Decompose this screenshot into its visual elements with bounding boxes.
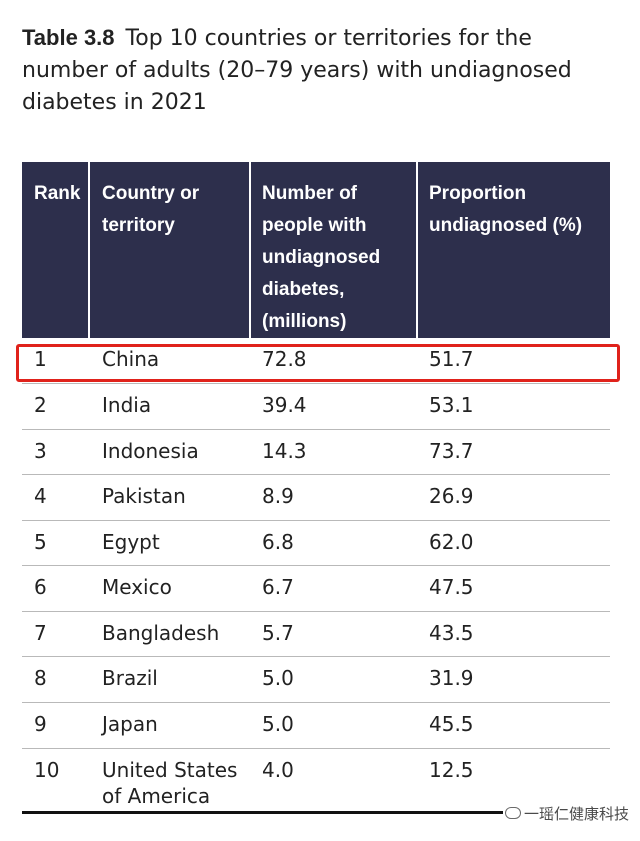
table-row: 7 Bangladesh 5.7 43.5 [22,612,610,657]
cell-proportion: 45.5 [429,712,474,736]
table-label: Table 3.8 [22,25,115,50]
cell-number: 8.9 [262,484,294,508]
cell-proportion: 47.5 [429,575,474,599]
table-row: 9 Japan 5.0 45.5 [22,703,610,749]
highlight-box [16,344,620,382]
cell-rank: 2 [34,393,47,417]
table-caption: Table 3.8 Top 10 countries or territorie… [22,22,622,119]
table-row: 5 Egypt 6.8 62.0 [22,521,610,566]
cell-rank: 4 [34,484,47,508]
cell-proportion: 53.1 [429,393,474,417]
table-header: Rank Country or territory Number of peop… [22,162,610,338]
header-divider [249,162,251,338]
table-title: Top 10 countries or territories for the … [22,26,572,115]
cell-rank: 10 [34,758,60,782]
cell-number: 6.7 [262,575,294,599]
cell-country: Mexico [102,575,172,599]
cell-number: 72.8 [262,347,307,371]
cell-country: United States of America [102,758,238,808]
watermark: 一瑶仁健康科技 [503,802,632,824]
cell-number: 14.3 [262,439,307,463]
cell-rank: 6 [34,575,47,599]
header-country: Country or territory [102,183,200,236]
table-row: 6 Mexico 6.7 47.5 [22,566,610,612]
cell-country: Bangladesh [102,621,220,645]
cell-proportion: 62.0 [429,530,474,554]
table-bottom-rule [22,811,610,814]
cell-rank: 7 [34,621,47,645]
cell-proportion: 31.9 [429,666,474,690]
cell-country: Japan [102,712,158,736]
table-row: 3 Indonesia 14.3 73.7 [22,430,610,475]
cell-rank: 9 [34,712,47,736]
cell-proportion: 51.7 [429,347,474,371]
table-row: 1 China 72.8 51.7 [22,338,610,384]
cell-proportion: 43.5 [429,621,474,645]
cell-country: Egypt [102,530,160,554]
cell-proportion: 12.5 [429,758,474,782]
cell-country: India [102,393,152,417]
watermark-text: 一瑶仁健康科技 [524,804,630,823]
cell-number: 5.0 [262,712,294,736]
cell-rank: 1 [34,347,47,371]
cell-number: 4.0 [262,758,294,782]
cell-rank: 3 [34,439,47,463]
cell-country: China [102,347,160,371]
cell-number: 5.0 [262,666,294,690]
table-row: 8 Brazil 5.0 31.9 [22,657,610,703]
cell-number: 39.4 [262,393,307,417]
header-proportion: Proportion undiagnosed (%) [429,183,583,236]
table-row: 2 India 39.4 53.1 [22,384,610,430]
cell-proportion: 73.7 [429,439,474,463]
cell-country: Indonesia [102,439,199,463]
wechat-icon [505,807,521,819]
cell-rank: 5 [34,530,47,554]
cell-number: 6.8 [262,530,294,554]
cell-country: Brazil [102,666,158,690]
cell-number: 5.7 [262,621,294,645]
table-row: 10 United States of America 4.0 12.5 [22,749,610,810]
header-divider [88,162,90,338]
header-number: Number of people with undiagnosed diabet… [262,183,381,332]
cell-country: Pakistan [102,484,186,508]
header-rank: Rank [34,183,81,204]
cell-proportion: 26.9 [429,484,474,508]
table-row: 4 Pakistan 8.9 26.9 [22,475,610,521]
cell-rank: 8 [34,666,47,690]
header-divider [416,162,418,338]
